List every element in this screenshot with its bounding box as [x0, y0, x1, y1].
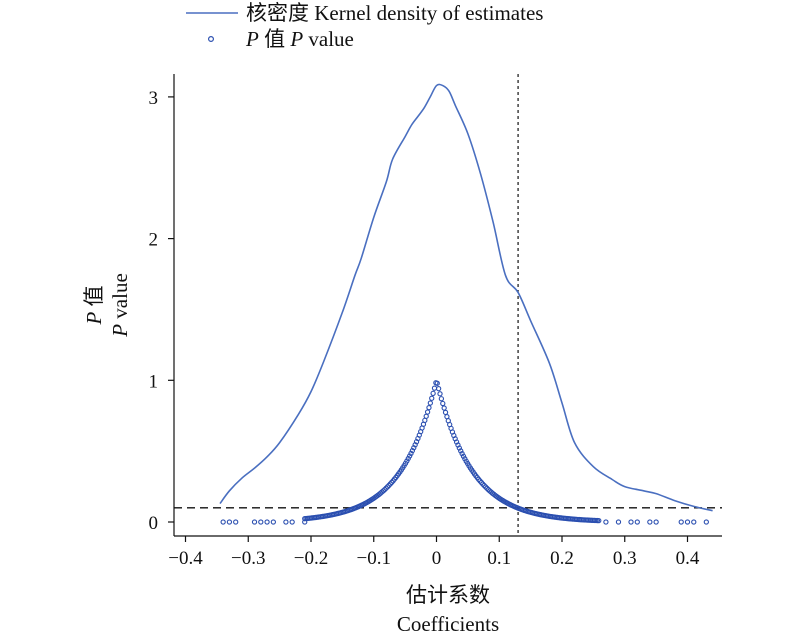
pvalue-point: [440, 400, 446, 407]
legend-pvalue-label: P 值 P value: [245, 27, 354, 51]
legend-pvalue-p2: P: [289, 27, 303, 51]
x-tick-label: −0.4: [168, 548, 203, 569]
pvalue-point: [408, 450, 414, 457]
y-axis-title-p1: P: [82, 312, 106, 326]
pvalue-point: [384, 484, 391, 490]
pvalue-point: [251, 519, 258, 525]
legend-pvalue-p1: P: [245, 27, 259, 51]
x-tick-label: −0.1: [357, 548, 391, 569]
pvalue-point: [459, 450, 465, 457]
y-tick-label: 3: [149, 88, 159, 109]
legend-density-text: Kernel density of estimates: [314, 1, 543, 25]
pvalue-point: [270, 519, 276, 525]
pvalue-point: [437, 391, 443, 397]
x-tick-label: 0.2: [550, 548, 574, 569]
pvalue-point: [615, 519, 622, 525]
y-tick-label: 0: [149, 513, 159, 534]
pvalue-point: [283, 519, 289, 525]
pvalue-point: [435, 385, 442, 392]
y-axis-title-cn: 值: [82, 285, 106, 306]
pvalue-point: [678, 519, 684, 525]
pvalue-point: [424, 409, 431, 415]
x-tick-label: −0.3: [231, 548, 265, 569]
pvalue-point: [481, 482, 487, 489]
pvalue-point: [426, 404, 432, 411]
y-tick-label: 2: [149, 230, 159, 251]
pvalue-point: [429, 395, 435, 401]
pvalue-point: [596, 517, 602, 524]
pvalue-point: [628, 519, 634, 525]
pvalue-point: [438, 396, 445, 402]
pvalue-point: [383, 485, 389, 491]
legend-pvalue-cn: 值: [264, 27, 285, 51]
pvalue-point: [409, 447, 416, 454]
pvalue-point: [603, 519, 609, 525]
pvalue-point: [441, 405, 447, 411]
x-tick-label: 0.3: [613, 548, 637, 569]
x-axis-title-en: Coefficients: [397, 612, 499, 636]
pvalue-point: [264, 519, 270, 525]
pvalue-point: [233, 519, 239, 525]
pvalue-point: [406, 453, 413, 459]
pvalue-point: [456, 445, 462, 451]
y-ticks: 0 1 2 3: [149, 88, 174, 534]
y-axis-title-line2: P value: [108, 273, 132, 338]
pvalue-point: [302, 519, 308, 525]
x-tick-label: 0: [432, 548, 442, 569]
pvalue-point: [458, 448, 464, 454]
legend-pvalue-text: value: [308, 27, 353, 51]
pvalue-point: [684, 519, 691, 525]
pvalue-point: [442, 409, 449, 416]
pvalue-point: [482, 484, 489, 490]
pvalue-point: [434, 380, 440, 386]
pvalue-point: [430, 390, 436, 396]
pvalue-point: [220, 519, 226, 525]
legend-density-label: 核密度 Kernel density of estimates: [246, 1, 543, 25]
pvalue-point: [289, 519, 295, 525]
x-tick-label: 0.1: [487, 548, 511, 569]
pvalue-point: [634, 519, 640, 525]
pvalue-point: [258, 519, 264, 525]
legend-pvalue-marker: [208, 35, 215, 42]
pvalue-point: [382, 486, 388, 493]
x-axis-title-cn: 估计系数: [406, 583, 490, 607]
pvalue-series-points: [220, 380, 709, 525]
axes: [173, 74, 722, 537]
pvalue-point: [703, 519, 709, 525]
y-tick-label: 1: [149, 371, 159, 392]
pvalue-point: [427, 400, 433, 406]
y-axis-title-en: value: [108, 273, 132, 318]
y-axis-title-p2: P: [108, 324, 132, 338]
pvalue-point: [431, 385, 438, 391]
pvalue-point: [653, 519, 659, 525]
x-tick-label: 0.4: [676, 548, 700, 569]
pvalue-point: [647, 519, 653, 525]
x-ticks: −0.4 −0.3 −0.2 −0.1 0 0.1 0.2 0.3 0.4: [168, 536, 700, 569]
x-tick-label: −0.2: [294, 548, 328, 569]
density-series-line: [219, 83, 713, 512]
pvalue-point: [226, 519, 233, 525]
y-axis-title-line1: P 值: [82, 285, 106, 325]
legend: 核密度 Kernel density of estimates P 值 P va…: [186, 1, 543, 51]
pvalue-point: [423, 413, 429, 419]
legend-density-prefix: 核密度: [246, 1, 309, 25]
pvalue-point: [691, 519, 697, 525]
